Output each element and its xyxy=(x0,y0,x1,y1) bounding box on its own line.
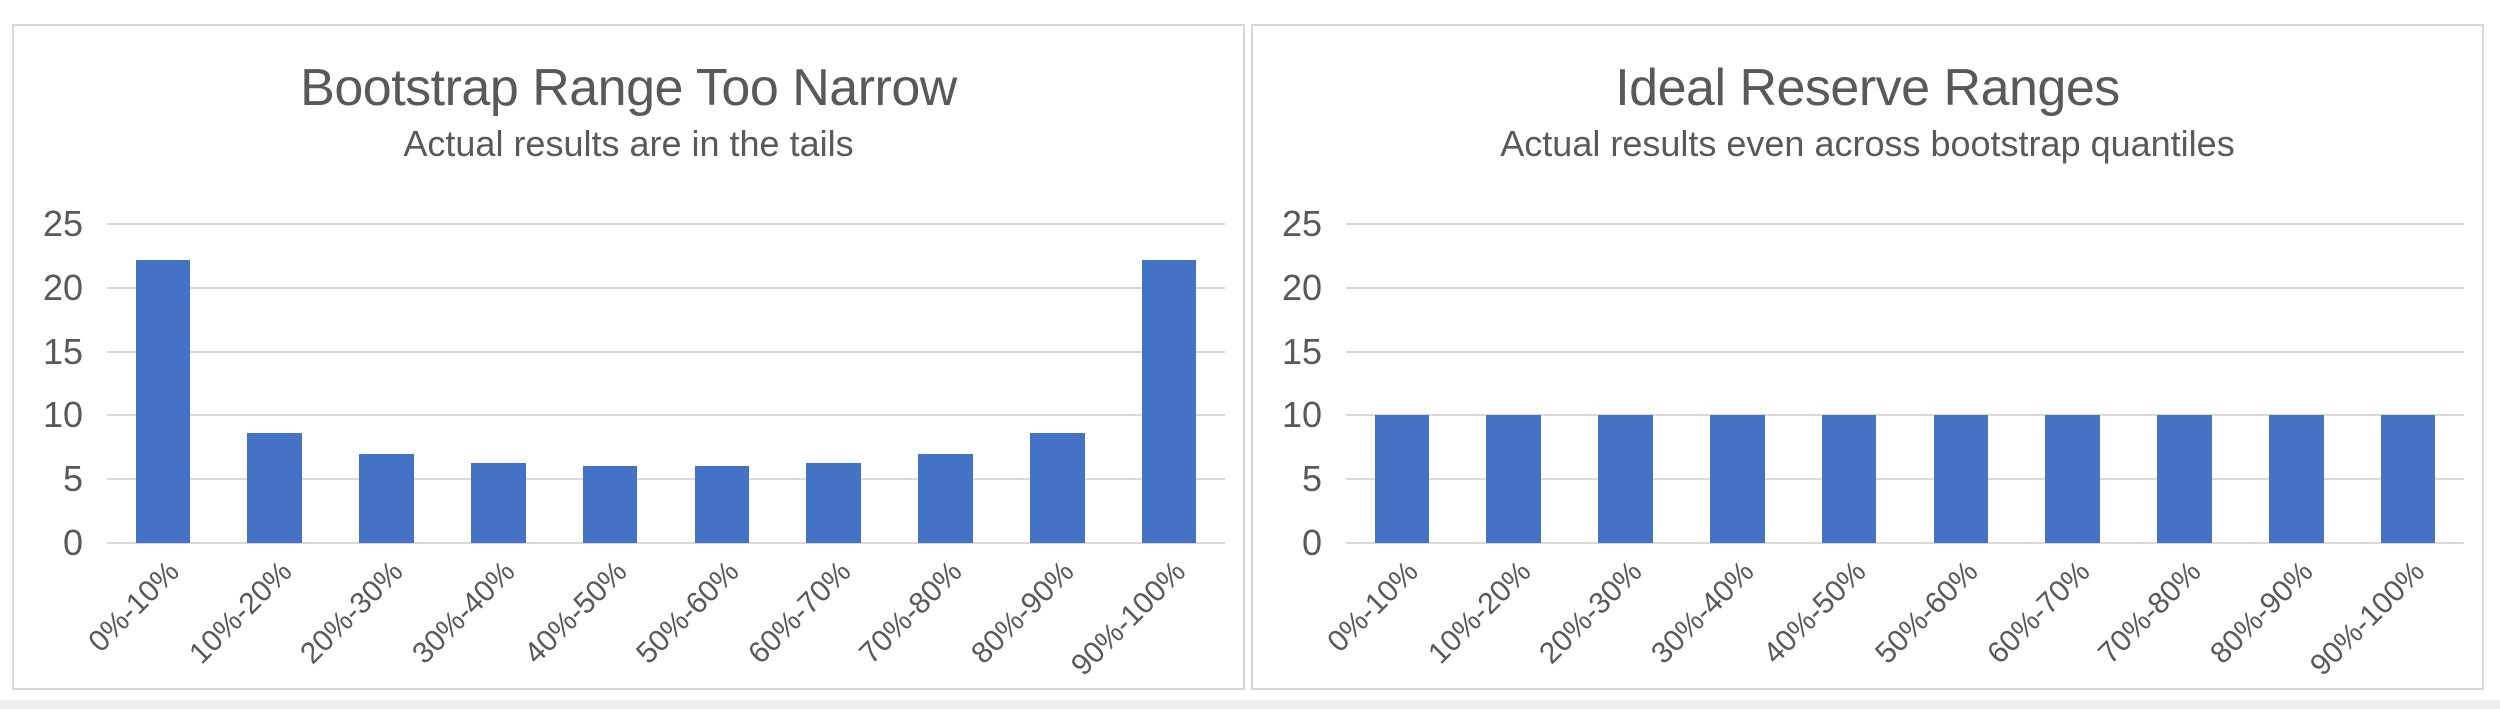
chart-title: Bootstrap Range Too Narrow xyxy=(300,59,957,117)
y-axis-tick-label: 15 xyxy=(42,330,83,372)
y-axis-tick-label: 20 xyxy=(42,266,83,308)
gridline xyxy=(107,286,1225,289)
x-axis-tick-label: 40%-50% xyxy=(518,555,634,671)
bar xyxy=(1141,259,1197,543)
chart-title: Ideal Reserve Ranges xyxy=(1615,59,2120,117)
x-axis-tick-label: 90%-100% xyxy=(2304,555,2432,683)
x-axis-tick-label: 80%-90% xyxy=(2204,555,2320,671)
chart-panel-right: Ideal Reserve Ranges Actual results even… xyxy=(1251,24,2484,690)
bar-cell xyxy=(219,224,331,543)
gridline xyxy=(1346,223,2464,225)
chart-subtitle: Actual results even across bootstrap qua… xyxy=(1500,123,2235,165)
bar-cell xyxy=(331,224,443,543)
bar xyxy=(2380,415,2436,543)
x-axis-tick-label: 20%-30% xyxy=(1533,555,1649,671)
x-axis-tick-label: 40%-50% xyxy=(1757,555,1873,671)
gridline xyxy=(1346,350,2464,353)
bar xyxy=(135,259,191,543)
bars-row xyxy=(1346,224,2464,543)
x-axis-tick-label: 80%-90% xyxy=(965,555,1081,671)
x-axis-tick-label: 0%-10% xyxy=(1321,555,1426,659)
gridline xyxy=(1346,414,2464,417)
x-axis-tick-label: 60%-70% xyxy=(741,555,858,671)
y-axis-tick-label: 10 xyxy=(1281,394,1322,436)
gridline xyxy=(107,350,1225,353)
bar-cell xyxy=(1346,224,1458,543)
gridline xyxy=(107,414,1225,417)
bar xyxy=(1374,415,1430,543)
y-axis-tick-label: 25 xyxy=(42,203,83,244)
x-axis-tick-label: 50%-60% xyxy=(1868,555,1985,671)
x-axis-tick-label: 90%-100% xyxy=(1065,555,1193,683)
bar xyxy=(2157,415,2212,543)
y-axis-tick-label: 10 xyxy=(42,394,83,436)
x-axis-tick-label: 10%-20% xyxy=(1421,555,1538,671)
bar xyxy=(918,453,973,543)
gridline xyxy=(107,542,1225,544)
y-axis-tick-label: 5 xyxy=(1301,458,1322,500)
x-axis-tick-label: 0%-10% xyxy=(82,555,187,659)
bar-cell xyxy=(2129,224,2241,543)
bar-cell xyxy=(1793,224,1905,543)
chart-panel-left: Bootstrap Range Too Narrow Actual result… xyxy=(12,24,1245,690)
plot-area: 0 5 10 15 20 25 0%-10% 10%-20% 20%-30% 30%-40% 40%… xyxy=(1282,203,2464,682)
x-axis-tick-label: 30%-40% xyxy=(406,555,522,671)
bar-cell xyxy=(442,224,554,543)
bar xyxy=(247,433,303,543)
bar-cell xyxy=(890,224,1002,543)
bar-cell xyxy=(1113,224,1225,543)
bar xyxy=(1709,415,1765,543)
bar xyxy=(2045,415,2101,543)
y-axis-tick-label: 0 xyxy=(62,522,83,563)
page-edge-strip xyxy=(0,700,2500,709)
bar-cell xyxy=(1905,224,2017,543)
gridline xyxy=(1346,286,2464,289)
y-axis-tick-label: 20 xyxy=(1281,266,1322,308)
bar xyxy=(1029,433,1085,543)
bar-cell xyxy=(1458,224,1570,543)
bar-cell xyxy=(1570,224,1682,543)
bar-cell xyxy=(2240,224,2352,543)
gridline xyxy=(1346,478,2464,481)
bar-cell xyxy=(554,224,666,543)
x-axis-tick-label: 50%-60% xyxy=(629,555,746,671)
bar xyxy=(806,462,862,543)
x-axis-tick-label: 70%-80% xyxy=(2092,555,2208,671)
gridline xyxy=(107,223,1225,225)
x-axis-tick-label: 20%-30% xyxy=(294,555,410,671)
bar-cell xyxy=(1681,224,1793,543)
gridline xyxy=(107,478,1225,481)
chart-subtitle: Actual results are in the tails xyxy=(403,123,854,165)
x-axis-tick-label: 10%-20% xyxy=(182,555,299,671)
x-axis-tick-label: 60%-70% xyxy=(1980,555,2097,671)
y-axis-tick-label: 25 xyxy=(1281,203,1322,244)
bar xyxy=(359,453,414,543)
bar-cell xyxy=(666,224,778,543)
bar xyxy=(1486,415,1542,543)
bars-row xyxy=(107,224,1225,543)
y-axis-tick-label: 0 xyxy=(1301,522,1322,563)
x-axis-tick-label: 30%-40% xyxy=(1645,555,1761,671)
bar-cell xyxy=(2017,224,2129,543)
plot-area: 0 5 10 15 20 25 0%-10% 10%-20% 20%-30% 30%-40% 40%… xyxy=(43,203,1225,682)
gridline xyxy=(1346,542,2464,544)
bar xyxy=(582,466,638,543)
bar xyxy=(1933,415,1989,543)
bar xyxy=(1821,415,1877,543)
bar-cell xyxy=(778,224,890,543)
bar xyxy=(470,462,526,543)
bar xyxy=(694,466,750,543)
bar-cell xyxy=(2352,224,2464,543)
bar-cell xyxy=(1001,224,1113,543)
bar-cell xyxy=(107,224,219,543)
bar xyxy=(1598,415,1653,543)
y-axis-tick-label: 5 xyxy=(62,458,83,500)
x-axis-tick-label: 70%-80% xyxy=(853,555,969,671)
bar xyxy=(2268,415,2324,543)
y-axis-tick-label: 15 xyxy=(1281,330,1322,372)
